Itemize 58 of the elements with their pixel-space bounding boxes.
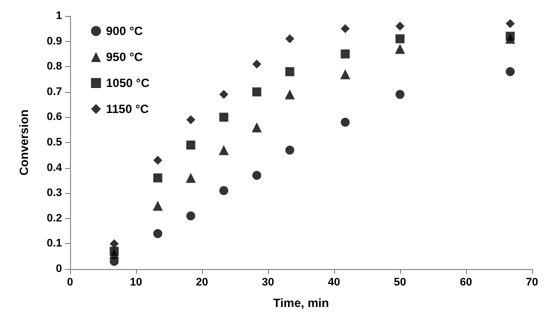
y-tick-label: 0 (56, 263, 62, 275)
y-tick-label: 0.8 (46, 60, 62, 73)
x-tick-label: 70 (526, 276, 538, 288)
point (506, 19, 515, 28)
legend-label: 1150 °C (106, 102, 150, 116)
legend-label: 900 °C (106, 24, 144, 38)
legend-label: 1050 °C (106, 76, 150, 90)
point (285, 146, 294, 155)
point (396, 34, 404, 44)
y-tick-label: 1 (56, 10, 62, 22)
point (218, 145, 229, 156)
point (506, 32, 515, 41)
point (152, 200, 163, 211)
x-tick-label: 20 (196, 276, 208, 288)
point (219, 186, 228, 196)
point (340, 118, 350, 127)
point (110, 239, 119, 248)
y-tick-label: 0.5 (46, 136, 62, 148)
y-tick-label: 0.4 (46, 162, 63, 174)
x-axis-title: Time, min (273, 296, 329, 310)
point (153, 229, 162, 238)
point (396, 90, 404, 99)
y-tick-label: 0.1 (46, 238, 62, 250)
y-tick-label: 0.2 (46, 212, 62, 224)
point (186, 115, 196, 124)
y-axis-title: Conversion (17, 109, 31, 176)
legend-label: 950 °C (106, 50, 144, 64)
point (252, 60, 262, 69)
point (396, 22, 404, 31)
x-tick-label: 50 (394, 276, 406, 288)
point (153, 173, 162, 182)
point (285, 34, 294, 44)
point (186, 140, 196, 150)
point (340, 49, 350, 58)
point (219, 112, 228, 122)
point (340, 69, 350, 80)
point (340, 24, 350, 34)
point (153, 156, 162, 165)
x-tick-label: 40 (328, 276, 340, 288)
point (186, 211, 196, 220)
point (506, 67, 515, 76)
y-tick-label: 0.3 (46, 187, 62, 200)
point (110, 246, 119, 256)
point (395, 44, 405, 54)
point (252, 122, 262, 132)
y-tick-label: 0.7 (46, 86, 62, 98)
x-tick-label: 0 (66, 276, 74, 288)
point (186, 172, 196, 183)
point (252, 87, 262, 96)
x-tick-label: 30 (262, 276, 274, 288)
point (284, 89, 295, 100)
point (219, 90, 228, 99)
point (252, 170, 262, 180)
y-tick-label: 0.9 (46, 35, 62, 48)
x-tick-label: 10 (130, 276, 142, 288)
y-tick-label: 0.6 (46, 111, 62, 124)
point (285, 67, 294, 76)
x-tick-label: 60 (460, 276, 472, 288)
